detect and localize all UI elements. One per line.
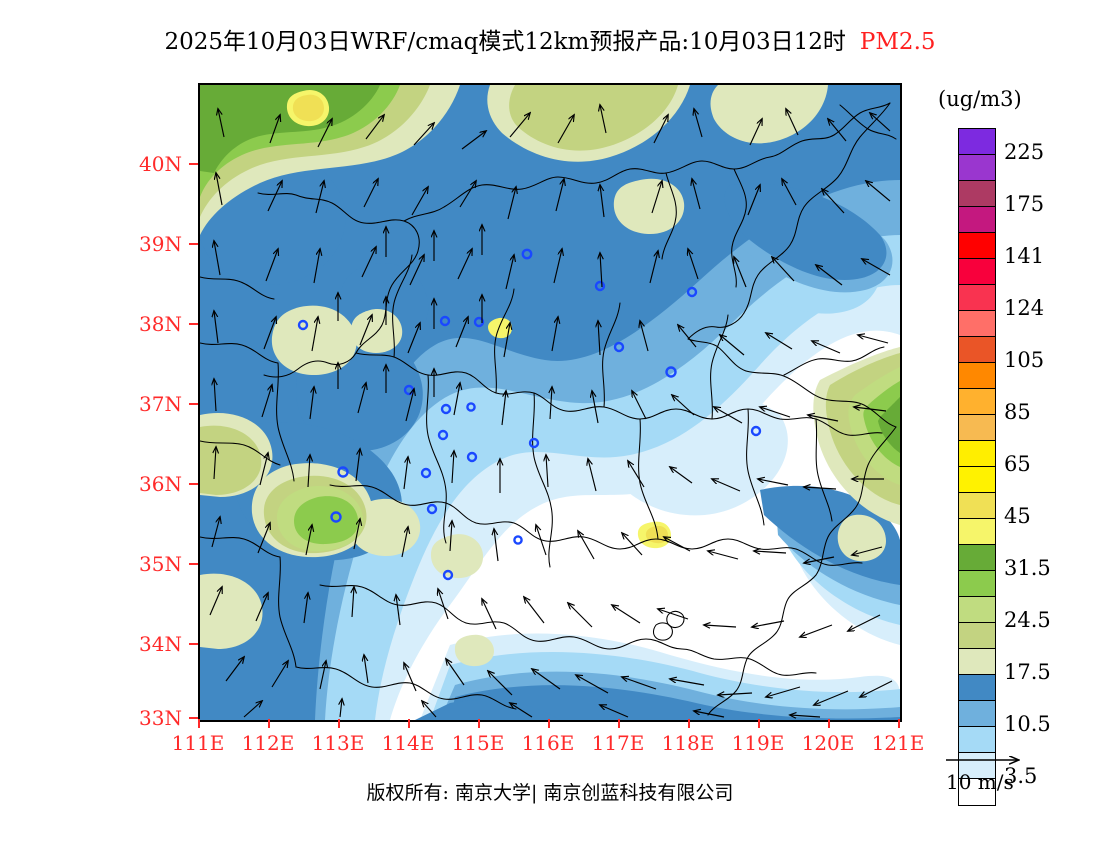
colorbar-tick-3_5: 3.5 [1004, 764, 1038, 788]
y-tick [189, 243, 198, 245]
x-axis-label-4: 115E [451, 731, 505, 755]
copyright-text: 版权所有: 南京大学| 南京创蓝科技有限公司 [366, 782, 734, 804]
x-axis-label-7: 118E [661, 731, 715, 755]
colorbar-cell-2 [959, 181, 995, 207]
y-tick [189, 163, 198, 165]
colorbar-cell-12 [959, 441, 995, 467]
colorbar-tick-31_5: 31.5 [1004, 556, 1051, 580]
title-main-text: 2025年10月03日WRF/cmaq模式12km预报产品:10月03日12时 [164, 29, 846, 55]
x-tick [268, 719, 270, 728]
colorbar-cell-1 [959, 155, 995, 181]
colorbar-tick-175: 175 [1004, 192, 1045, 216]
colorbar-cell-9 [959, 363, 995, 389]
colorbar-cell-5 [959, 259, 995, 285]
x-axis-label-1: 112E [241, 731, 295, 755]
y-axis-label-4: 36N [139, 472, 182, 496]
y-tick [189, 323, 198, 325]
colorbar-cell-22 [959, 701, 995, 727]
colorbar-cell-19 [959, 623, 995, 649]
colorbar-tick-124: 124 [1004, 296, 1045, 320]
colorbar-cell-25 [959, 779, 995, 805]
colorbar-tick-24_5: 24.5 [1004, 608, 1051, 632]
colorbar-cell-23 [959, 727, 995, 753]
x-tick [478, 719, 480, 728]
colorbar-cell-8 [959, 337, 995, 363]
x-tick [408, 719, 410, 728]
colorbar-tick-85: 85 [1004, 400, 1031, 424]
colorbar-cell-11 [959, 415, 995, 441]
y-tick [189, 483, 198, 485]
x-tick [758, 719, 760, 728]
colorbar-tick-225: 225 [1004, 140, 1045, 164]
x-axis-label-3: 114E [381, 731, 435, 755]
colorbar-tick-10_5: 10.5 [1004, 712, 1051, 736]
colorbar-cell-4 [959, 233, 995, 259]
colorbar-cell-16 [959, 545, 995, 571]
x-tick [618, 719, 620, 728]
colorbar-cell-20 [959, 649, 995, 675]
colorbar-cell-14 [959, 493, 995, 519]
y-tick [189, 643, 198, 645]
colorbar-units-label: (ug/m3) [938, 87, 1022, 111]
y-axis-label-3: 37N [139, 392, 182, 416]
y-axis-label-6: 34N [139, 632, 182, 656]
x-axis-label-10: 121E [871, 731, 925, 755]
arrow-right-icon [946, 752, 1034, 768]
x-axis-label-9: 120E [801, 731, 855, 755]
colorbar-tick-45: 45 [1004, 504, 1031, 528]
copyright-footer: 版权所有: 南京大学| 南京创蓝科技有限公司 [0, 778, 1100, 805]
y-axis-label-1: 39N [139, 232, 182, 256]
colorbar[interactable] [958, 128, 996, 806]
colorbar-tick-141: 141 [1004, 244, 1045, 268]
concentration-field [200, 85, 900, 720]
page-title: 2025年10月03日WRF/cmaq模式12km预报产品:10月03日12时 P… [0, 22, 1100, 56]
x-tick [338, 719, 340, 728]
title-species-text: PM2.5 [859, 29, 936, 55]
y-axis-label-7: 33N [139, 706, 182, 730]
colorbar-cell-24 [959, 753, 995, 779]
y-axis-label-5: 35N [139, 552, 182, 576]
x-axis-label-8: 119E [731, 731, 785, 755]
x-axis-label-6: 117E [591, 731, 645, 755]
x-axis-label-0: 111E [171, 731, 225, 755]
colorbar-cell-21 [959, 675, 995, 701]
colorbar-cell-3 [959, 207, 995, 233]
x-tick [898, 719, 900, 728]
y-axis-label-2: 38N [139, 312, 182, 336]
colorbar-cell-18 [959, 597, 995, 623]
colorbar-tick-17_5: 17.5 [1004, 660, 1051, 684]
colorbar-cell-7 [959, 311, 995, 337]
colorbar-cell-15 [959, 519, 995, 545]
colorbar-tick-105: 105 [1004, 348, 1045, 372]
colorbar-cell-13 [959, 467, 995, 493]
map-canvas [200, 85, 900, 720]
x-tick [828, 719, 830, 728]
y-tick [189, 403, 198, 405]
x-axis-label-5: 116E [521, 731, 575, 755]
x-tick [688, 719, 690, 728]
colorbar-cell-0 [959, 129, 995, 155]
colorbar-tick-65: 65 [1004, 452, 1031, 476]
y-axis-label-0: 40N [139, 152, 182, 176]
x-tick [198, 719, 200, 728]
y-tick [189, 717, 198, 719]
map-plot-area[interactable] [198, 83, 902, 722]
x-axis-label-2: 113E [311, 731, 365, 755]
wind-scale-label: 10 m/s [946, 770, 1014, 794]
x-tick [548, 719, 550, 728]
y-tick [189, 563, 198, 565]
colorbar-cell-6 [959, 285, 995, 311]
colorbar-cell-10 [959, 389, 995, 415]
colorbar-cell-17 [959, 571, 995, 597]
